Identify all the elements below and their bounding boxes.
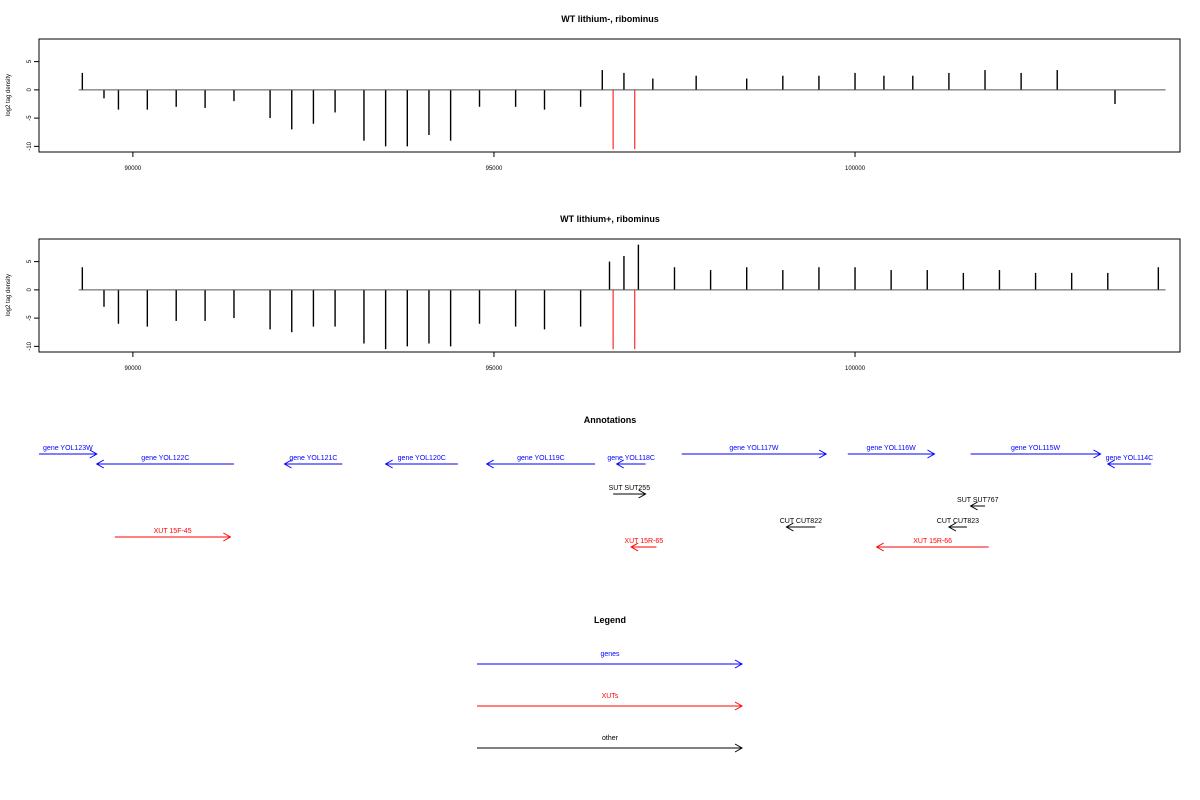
annotation-label: gene YOL118C: [607, 455, 655, 462]
panel-lithium-plus: WT lithium+, ribominus 5 0 -5 -10 90000 …: [6, 214, 1181, 372]
annotation-arrow: gene YOL114C: [1106, 455, 1154, 469]
y-tick-label: -5: [27, 115, 33, 121]
annotation-label: CUT CUT822: [780, 518, 822, 525]
plot-frame: [38, 38, 1181, 153]
legend-entry: XUTs: [477, 693, 744, 711]
legend-entry: genes: [477, 651, 744, 669]
legend-title: Legend: [594, 615, 626, 625]
annotation-label: gene YOL122C: [141, 455, 189, 462]
legend-items: genes XUTs other: [477, 651, 744, 753]
legend-label: genes: [600, 651, 620, 658]
y-tick-label: -10: [27, 341, 33, 350]
y-axis-label: log2 tag density: [6, 274, 12, 316]
y-axis-label: log2 tag density: [6, 74, 12, 116]
annotation-arrow: gene YOL120C: [384, 455, 458, 469]
annotation-label: SUT SUT767: [957, 497, 999, 504]
annotation-arrow: CUT CUT822: [780, 518, 822, 532]
legend-entry: other: [477, 735, 744, 753]
x-tick-label: 90000: [125, 366, 142, 372]
legend-section: Legend genes XUTs other: [477, 615, 744, 753]
annotation-arrow: gene YOL115W: [970, 445, 1102, 459]
marker-lines: [612, 289, 636, 350]
annotation-arrow: SUT SUT255: [609, 485, 651, 499]
annotation-label: gene YOL121C: [289, 455, 337, 462]
x-tick-label: 100000: [845, 366, 866, 372]
annotation-label: SUT SUT255: [609, 485, 651, 492]
y-axis: 5 0 -5 -10: [27, 259, 39, 351]
annotation-label: XUT 15R-66: [913, 538, 952, 545]
legend-label: other: [602, 735, 619, 742]
x-axis: 90000 95000 100000: [125, 152, 866, 172]
signal-bars: [81, 70, 1116, 147]
panel-title: WT lithium-, ribominus: [561, 14, 659, 24]
annotation-label: gene YOL123W: [43, 445, 93, 452]
annotation-arrow: gene YOL116W: [847, 445, 936, 459]
y-tick-label: 0: [27, 288, 33, 292]
annotation-label: gene YOL116W: [867, 445, 917, 452]
annotation-arrow: SUT SUT767: [957, 497, 999, 511]
annotation-arrows: gene YOL123W gene YOL122C gene YOL121C gene…: [39, 445, 1154, 552]
annotation-label: gene YOL120C: [398, 455, 446, 462]
annotation-arrow: gene YOL121C: [283, 455, 343, 469]
x-tick-label: 95000: [486, 166, 503, 172]
signal-bars: [81, 244, 1160, 350]
x-tick-label: 90000: [125, 166, 142, 172]
annotation-label: XUT 15F-45: [154, 528, 192, 535]
annotation-label: gene YOL115W: [1011, 445, 1061, 452]
y-tick-label: 5: [27, 59, 33, 63]
y-axis: 5 0 -5 -10: [27, 59, 39, 151]
annotation-arrow: CUT CUT823: [937, 518, 979, 532]
annotation-label: CUT CUT823: [937, 518, 979, 525]
panel-title: WT lithium+, ribominus: [560, 214, 660, 224]
x-axis: 90000 95000 100000: [125, 352, 866, 372]
legend-label: XUTs: [602, 693, 619, 700]
annotation-label: gene YOL119C: [517, 455, 565, 462]
annotation-arrow: gene YOL117W: [681, 445, 828, 459]
annotation-arrow: gene YOL118C: [607, 455, 655, 469]
marker-lines: [612, 89, 636, 150]
y-tick-label: 5: [27, 259, 33, 263]
annotations-title: Annotations: [584, 415, 637, 425]
x-tick-label: 100000: [845, 166, 866, 172]
y-tick-label: 0: [27, 88, 33, 92]
x-tick-label: 95000: [486, 366, 503, 372]
plot-frame: [38, 238, 1181, 353]
annotation-label: gene YOL114C: [1106, 455, 1154, 462]
annotation-arrow: XUT 15F-45: [114, 528, 232, 542]
y-tick-label: -5: [27, 315, 33, 321]
annotation-label: XUT 15R-65: [624, 538, 663, 545]
annotation-arrow: gene YOL123W: [39, 445, 98, 459]
annotation-arrow: XUT 15R-65: [624, 538, 663, 552]
panel-lithium-minus: WT lithium-, ribominus 5 0 -5 -10 90000 …: [6, 14, 1181, 172]
y-tick-label: -10: [27, 141, 33, 150]
annotation-arrow: XUT 15R-66: [875, 538, 989, 552]
annotation-arrow: gene YOL122C: [95, 455, 234, 469]
annotation-label: gene YOL117W: [729, 445, 779, 452]
annotation-arrow: gene YOL119C: [485, 455, 596, 469]
